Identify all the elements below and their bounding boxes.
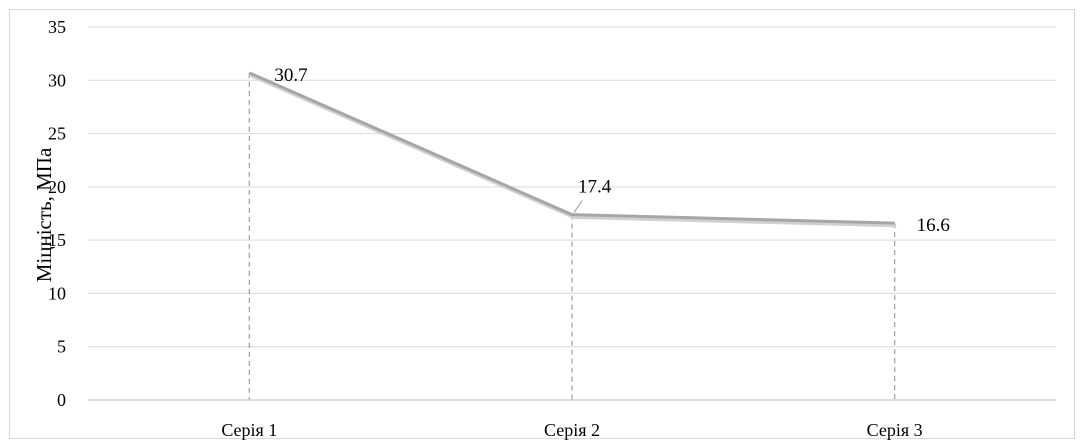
y-tick-label: 25 [48,124,66,144]
y-tick-label: 10 [48,283,66,303]
y-tick-label: 0 [57,390,66,410]
y-tick-label: 5 [57,337,66,357]
data-label: 17.4 [578,177,612,198]
labels: 0 5 10 15 20 25 30 35 Серія 1 Серія 2 Серія 3 30.7 1… [48,17,950,440]
x-tick-label: Серія 2 [544,420,600,440]
y-tick-label: 15 [48,230,66,250]
series-line-group [248,71,897,228]
series-line [248,71,895,225]
y-tick-label: 30 [48,70,66,90]
data-label-leader [573,200,583,213]
series-line-shadow [250,73,897,228]
y-tick-label: 20 [48,177,66,197]
data-label: 30.7 [274,65,307,86]
x-tick-label: Серія 1 [221,420,277,440]
data-label: 16.6 [917,215,950,236]
y-tick-label: 35 [48,17,66,37]
drop-lines [248,72,896,400]
y-axis-title: Міцність, МПа [32,147,56,282]
x-tick-label: Серія 3 [867,420,923,440]
